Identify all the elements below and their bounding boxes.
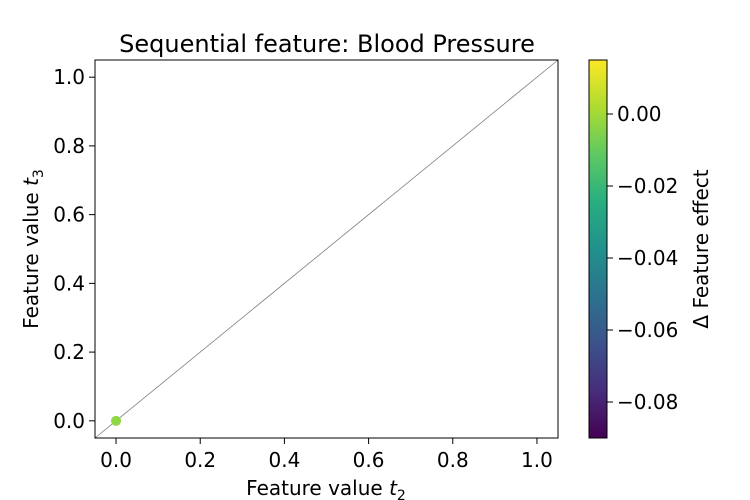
x-tick-label: 0.4: [269, 448, 301, 472]
colorbar-tick-label: −0.06: [617, 318, 678, 342]
x-axis-ticks: 0.0 0.2 0.4 0.6 0.8 1.0: [100, 438, 553, 472]
data-point: [111, 415, 122, 426]
colorbar-tick-label: −0.02: [617, 174, 678, 198]
reference-line: [94, 59, 559, 439]
y-tick-label: 0.2: [53, 340, 85, 364]
x-tick-label: 1.0: [521, 448, 553, 472]
y-axis-ticks: 0.0 0.2 0.4 0.6 0.8 1.0: [53, 65, 95, 433]
x-tick-label: 0.2: [184, 448, 216, 472]
chart-title: Sequential feature: Blood Pressure: [119, 30, 535, 58]
y-tick-label: 0.8: [53, 134, 85, 158]
colorbar-tick-label: −0.08: [617, 390, 678, 414]
colorbar-tick-label: −0.04: [617, 246, 678, 270]
x-axis-label: Feature value t2: [246, 476, 406, 500]
colorbar: [588, 59, 608, 439]
y-tick-label: 0.4: [53, 271, 85, 295]
colorbar-ticks: 0.00 −0.02 −0.04 −0.06 −0.08: [607, 102, 678, 414]
x-tick-label: 0.6: [353, 448, 385, 472]
y-tick-label: 0.6: [53, 203, 85, 227]
y-axis-label: Feature value t3: [19, 169, 47, 329]
plot-frame: [94, 59, 559, 439]
y-tick-label: 0.0: [53, 409, 85, 433]
colorbar-label: Δ Feature effect: [689, 169, 713, 328]
y-tick-label: 1.0: [53, 65, 85, 89]
plot-marks: [94, 59, 559, 439]
x-tick-label: 0.0: [100, 448, 132, 472]
colorbar-tick-label: 0.00: [617, 102, 662, 126]
x-tick-label: 0.8: [437, 448, 469, 472]
